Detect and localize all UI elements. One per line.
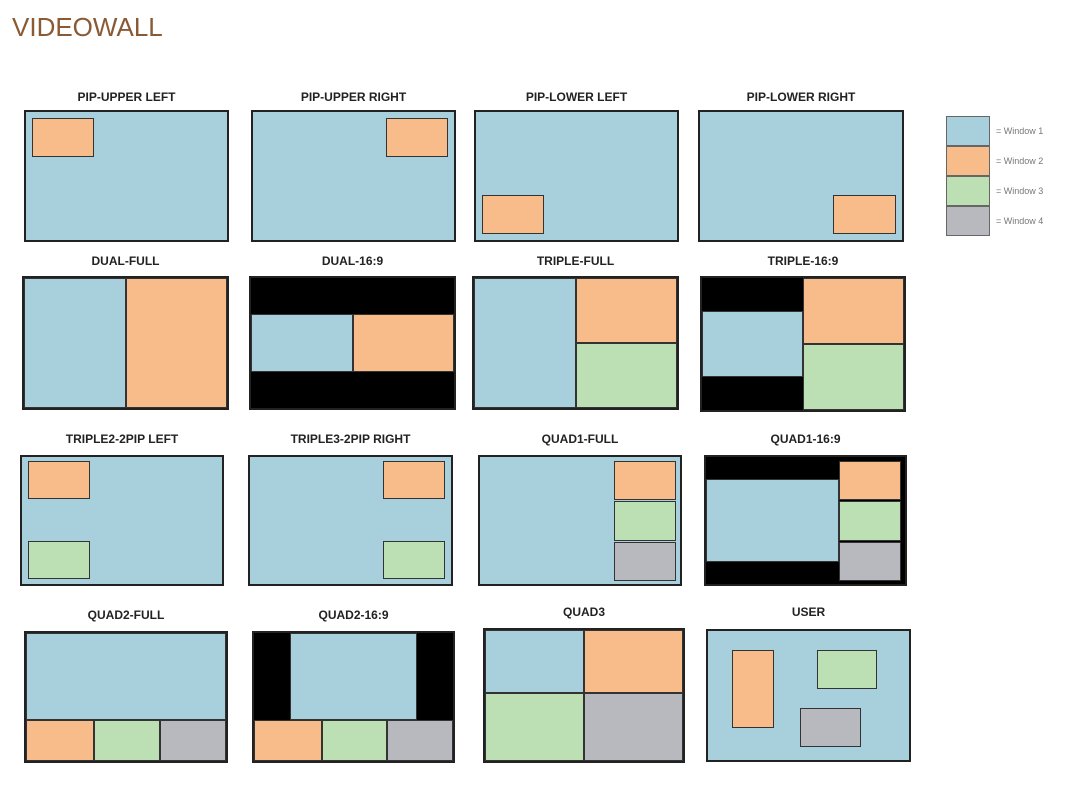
legend-item: = Window 1 — [946, 116, 1043, 146]
layout-quad2-16-9 — [252, 631, 455, 763]
layout-triple3-2pip-right — [248, 455, 453, 586]
layout-pip-lower-left — [474, 110, 679, 242]
layout-label-pip-lower-right: PIP-LOWER RIGHT — [746, 90, 856, 104]
window-1-region — [24, 278, 126, 408]
window-2-region — [382, 460, 445, 499]
layout-label-quad1-16-9: QUAD1-16:9 — [770, 432, 841, 446]
window-2-region — [584, 630, 683, 693]
window-1-region — [706, 478, 840, 563]
legend-item: = Window 2 — [946, 146, 1043, 176]
layout-label-dual-full: DUAL-FULL — [91, 254, 160, 268]
layout-quad1-full — [478, 455, 682, 586]
window-4-region — [839, 542, 902, 582]
window-3-region — [321, 720, 388, 761]
layout-quad1-16-9 — [704, 455, 907, 586]
window-1-region — [289, 633, 418, 721]
window-1-region — [702, 311, 803, 377]
layout-quad2-full — [24, 631, 228, 763]
window-1-region — [26, 633, 226, 721]
window-1-region — [485, 630, 584, 693]
layout-triple-full — [472, 276, 679, 410]
window-3-region — [94, 720, 160, 761]
legend: = Window 1 = Window 2 = Window 3 = Window 4 — [946, 116, 1043, 236]
legend-label: = Window 4 — [996, 216, 1044, 226]
window-3-region — [614, 501, 676, 541]
layout-quad3 — [483, 628, 685, 763]
window-4-region — [800, 708, 861, 748]
layout-pip-upper-right — [251, 110, 456, 242]
layout-triple-16-9 — [700, 276, 906, 412]
legend-swatch — [946, 176, 990, 206]
window-2-region — [28, 460, 90, 499]
layout-pip-lower-right — [698, 110, 904, 242]
window-2-region — [254, 720, 322, 761]
window-1-region — [474, 278, 576, 408]
window-3-region — [803, 344, 904, 410]
layout-user — [706, 629, 911, 762]
window-4-region — [160, 720, 226, 761]
legend-item: = Window 4 — [946, 206, 1043, 236]
layout-label-dual-16-9: DUAL-16:9 — [321, 254, 384, 268]
window-4-region — [584, 692, 683, 761]
window-3-region — [816, 650, 877, 690]
window-3-region — [28, 540, 90, 579]
window-2-region — [575, 278, 677, 343]
window-1-region — [251, 314, 353, 372]
window-2-region — [26, 720, 94, 761]
window-2-region — [385, 118, 448, 157]
window-2-region — [732, 650, 775, 728]
layout-label-triple-full: TRIPLE-FULL — [536, 254, 615, 268]
legend-label: = Window 3 — [996, 186, 1044, 196]
layout-label-user: USER — [791, 605, 826, 619]
legend-swatch — [946, 206, 990, 236]
window-3-region — [485, 692, 584, 761]
window-3-region — [382, 540, 445, 579]
window-3-region — [575, 343, 677, 408]
legend-label: = Window 2 — [996, 156, 1044, 166]
window-4-region — [614, 542, 676, 582]
layout-triple2-2pip-left — [20, 455, 224, 586]
layout-label-triple-16-9: TRIPLE-16:9 — [767, 254, 839, 268]
window-2-region — [803, 278, 904, 344]
layout-label-quad2-full: QUAD2-FULL — [87, 608, 165, 622]
layout-label-triple2-2pip-left: TRIPLE2-2PIP LEFT — [65, 432, 179, 446]
window-2-region — [125, 278, 227, 408]
window-2-region — [482, 195, 545, 234]
window-2-region — [839, 460, 902, 501]
layout-label-pip-lower-left: PIP-LOWER LEFT — [525, 90, 628, 104]
window-3-region — [839, 501, 902, 541]
legend-item: = Window 3 — [946, 176, 1043, 206]
window-2-region — [32, 118, 95, 157]
window-4-region — [387, 720, 453, 761]
page-title: VIDEOWALL — [12, 12, 163, 42]
window-2-region — [833, 195, 896, 234]
legend-swatch — [946, 146, 990, 176]
layout-dual-16-9 — [249, 276, 456, 410]
layout-label-pip-upper-left: PIP-UPPER LEFT — [77, 90, 176, 104]
legend-label: = Window 1 — [996, 126, 1044, 136]
layout-label-quad2-16-9: QUAD2-16:9 — [318, 608, 389, 622]
legend-swatch — [946, 116, 990, 146]
window-2-region — [352, 314, 454, 372]
layout-label-quad1-full: QUAD1-FULL — [541, 432, 619, 446]
layout-label-quad3: QUAD3 — [562, 605, 605, 619]
layout-pip-upper-left — [24, 110, 229, 242]
layout-label-pip-upper-right: PIP-UPPER RIGHT — [300, 90, 407, 104]
layout-label-triple3-2pip-right: TRIPLE3-2PIP RIGHT — [290, 432, 411, 446]
layout-dual-full — [22, 276, 229, 410]
window-2-region — [614, 460, 676, 501]
